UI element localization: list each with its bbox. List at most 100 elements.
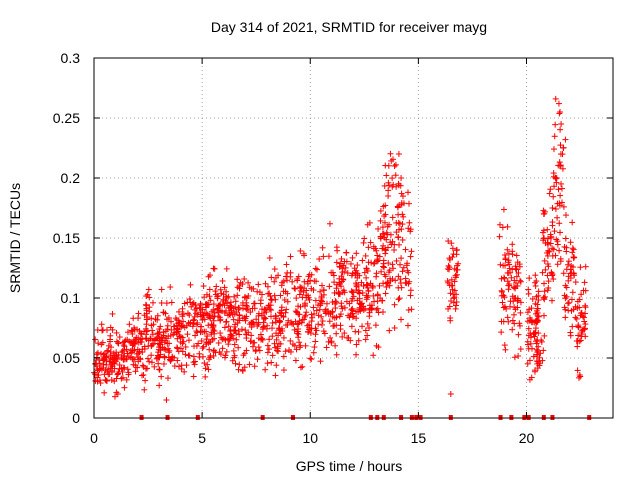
data-point — [320, 328, 327, 335]
data-point — [156, 354, 163, 361]
data-point — [552, 95, 559, 102]
data-point — [233, 309, 240, 316]
data-point — [206, 312, 213, 319]
data-point — [272, 274, 279, 281]
data-point — [515, 331, 522, 338]
data-point — [246, 361, 253, 368]
data-point — [555, 186, 562, 193]
data-point — [245, 279, 252, 286]
data-point — [364, 221, 371, 228]
data-point — [449, 286, 456, 293]
data-point — [396, 220, 403, 227]
data-point — [539, 357, 546, 364]
data-point — [144, 316, 151, 323]
data-point — [267, 293, 274, 300]
data-point — [339, 265, 346, 272]
data-point — [381, 182, 388, 189]
data-point — [200, 283, 207, 290]
data-point — [313, 307, 320, 314]
data-point — [275, 348, 282, 355]
data-point — [333, 281, 340, 288]
data-point — [353, 267, 360, 274]
data-point — [318, 321, 325, 328]
data-point — [500, 292, 507, 299]
data-point — [332, 305, 339, 312]
data-point — [372, 322, 379, 329]
data-point — [565, 258, 572, 265]
data-point — [192, 332, 199, 339]
data-point — [524, 338, 531, 345]
data-point — [349, 270, 356, 277]
data-point — [217, 301, 224, 308]
data-point — [512, 285, 519, 292]
chart-title: Day 314 of 2021, SRMTID for receiver may… — [211, 19, 487, 35]
data-point — [375, 257, 382, 264]
data-point — [320, 253, 327, 260]
data-point — [547, 234, 554, 241]
y-axis-label: SRMTID / TECUs — [7, 183, 23, 293]
data-point — [545, 278, 552, 285]
data-point — [212, 291, 219, 298]
data-point — [509, 317, 516, 324]
data-point — [549, 271, 556, 278]
data-point — [532, 282, 539, 289]
data-point — [318, 313, 325, 320]
data-point — [210, 322, 217, 329]
data-point — [144, 355, 151, 362]
data-point — [577, 337, 584, 344]
data-point — [546, 190, 553, 197]
data-point — [557, 126, 564, 133]
data-point — [381, 219, 388, 226]
data-point — [164, 322, 171, 329]
data-point — [297, 364, 304, 371]
data-point — [269, 352, 276, 359]
data-point — [273, 330, 280, 337]
data-point — [333, 299, 340, 306]
data-point — [567, 332, 574, 339]
data-point — [343, 249, 350, 256]
data-point — [385, 179, 392, 186]
data-point — [98, 321, 105, 328]
data-point — [205, 322, 212, 329]
data-point — [560, 270, 567, 277]
data-point — [329, 308, 336, 315]
data-point — [278, 282, 285, 289]
data-point — [295, 311, 302, 318]
data-point — [550, 193, 557, 200]
data-point — [301, 278, 308, 285]
data-point — [232, 327, 239, 334]
x-tick-marks — [93, 58, 527, 418]
data-point — [507, 298, 514, 305]
y-tick-label: 0.3 — [61, 50, 81, 66]
data-point — [302, 300, 309, 307]
data-point — [348, 288, 355, 295]
data-point — [562, 295, 569, 302]
data-point — [544, 252, 551, 259]
data-point — [451, 265, 458, 272]
data-point — [551, 183, 558, 190]
data-point — [280, 367, 287, 374]
data-point — [395, 211, 402, 218]
data-point — [107, 324, 114, 331]
data-point — [287, 337, 294, 344]
data-point — [389, 175, 396, 182]
data-point — [379, 245, 386, 252]
data-point — [328, 269, 335, 276]
data-point — [175, 308, 182, 315]
data-point — [398, 175, 405, 181]
data-point — [317, 300, 324, 307]
data-point — [336, 291, 343, 298]
data-point — [384, 279, 391, 286]
data-point — [216, 349, 223, 356]
data-point — [230, 316, 237, 323]
data-point — [198, 337, 205, 344]
data-point — [255, 312, 262, 319]
data-point — [256, 347, 263, 354]
data-point — [378, 268, 385, 275]
data-point — [269, 319, 276, 326]
data-point — [297, 283, 304, 290]
data-point — [211, 265, 218, 272]
data-point — [374, 256, 381, 263]
data-point — [534, 365, 541, 372]
data-point — [260, 324, 267, 331]
